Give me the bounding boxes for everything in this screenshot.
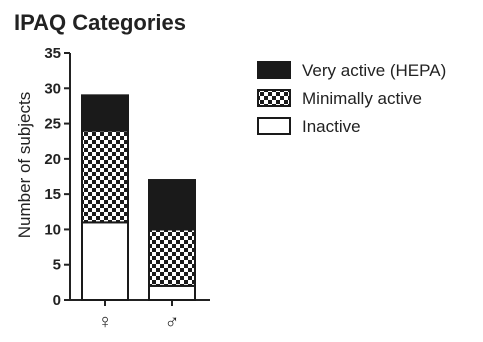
y-tick-label: 35 [44, 45, 61, 62]
x-tick-label: ♂ [165, 311, 180, 333]
y-tick-label: 20 [44, 151, 61, 168]
legend-swatch [257, 89, 291, 107]
y-tick-label: 30 [44, 80, 61, 97]
axes: 0 5 10 15 20 25 30 35 ♀ ♂ [44, 45, 210, 333]
legend-swatch [257, 61, 291, 79]
bar-segment-minimally-active [148, 228, 196, 287]
x-tick-label: ♀ [98, 311, 113, 333]
bar-segment-very-active-hepa [148, 179, 196, 231]
y-tick-label: 15 [44, 186, 61, 203]
bar-segment-minimally-active [81, 129, 129, 224]
y-tick-label: 25 [44, 116, 61, 133]
bar-segment-inactive [148, 284, 196, 301]
legend-label: Inactive [302, 117, 361, 136]
bar-segment-very-active-hepa [81, 94, 129, 132]
y-tick-label: 0 [53, 292, 61, 309]
legend-label: Very active (HEPA) [302, 61, 446, 80]
bar-segment-inactive [81, 221, 129, 301]
legend-label: Minimally active [302, 89, 422, 108]
chart-title: IPAQ Categories [14, 10, 186, 35]
legend-swatch [257, 117, 291, 135]
legend: Very active (HEPA) Minimally active Inacti… [257, 61, 446, 136]
y-tick-label: 5 [53, 257, 61, 274]
bars [81, 94, 196, 301]
y-tick-label: 10 [44, 221, 61, 238]
y-axis-label: Number of subjects [15, 92, 34, 238]
